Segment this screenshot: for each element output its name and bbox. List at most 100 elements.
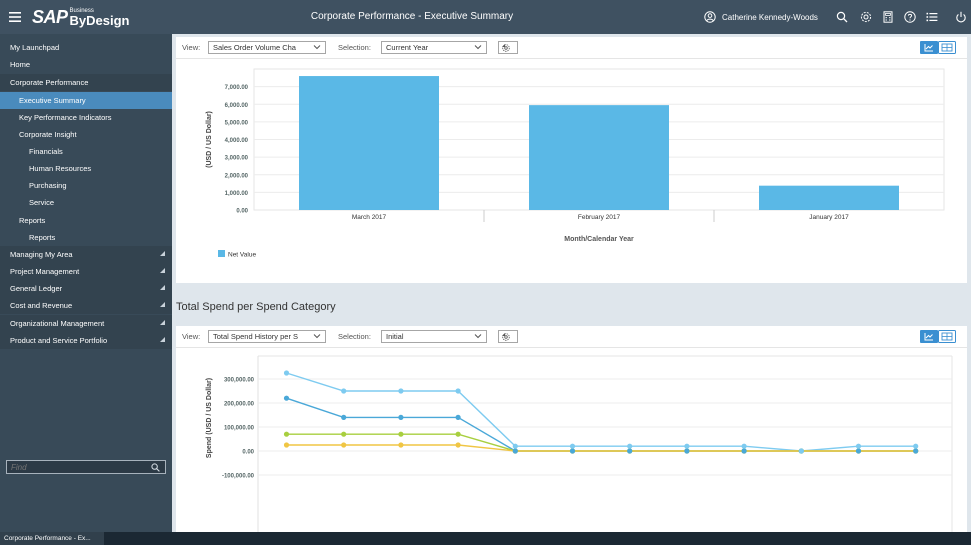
bar [529, 105, 669, 210]
table-view-toggle[interactable] [938, 41, 956, 54]
view-select[interactable]: Total Spend History per S [208, 330, 326, 343]
selection-select-value: Current Year [386, 43, 429, 52]
bar [299, 76, 439, 210]
data-point [913, 448, 919, 454]
data-point [398, 414, 404, 420]
y-tick-label: 200,000.00 [224, 402, 255, 408]
sidebar-item-label: Managing My Area [10, 250, 73, 259]
user-menu[interactable]: Catherine Kennedy-Woods [704, 0, 818, 34]
view-select[interactable]: Sales Order Volume Cha [208, 41, 326, 54]
selection-select[interactable]: Current Year [381, 41, 487, 54]
help-icon[interactable] [900, 0, 920, 34]
data-point [741, 443, 747, 449]
y-tick-label: 300,000.00 [224, 378, 255, 384]
bar-chart: 0.00 1,000.00 2,000.00 3,000.00 4,000.00 5,00… [206, 68, 945, 259]
taskbar: Corporate Performance - Ex... [0, 532, 971, 545]
data-point [455, 431, 461, 437]
menu-icon[interactable] [0, 0, 30, 34]
sidebar-item-managing-my-area[interactable]: Managing My Area [0, 246, 172, 263]
sidebar-item-label: Reports [19, 216, 46, 225]
settings-icon[interactable] [856, 0, 876, 34]
user-name: Catherine Kennedy-Woods [722, 12, 818, 22]
sidebar-item-label: Home [10, 60, 31, 69]
data-point [741, 448, 747, 454]
sidebar-item-key-performance-indicators[interactable]: Key Performance Indicators [0, 109, 172, 126]
selection-label: Selection: [338, 332, 371, 341]
dropdown-corner-icon [502, 44, 505, 47]
sidebar-item-financials[interactable]: Financials [0, 143, 172, 160]
y-tick-label: 0.00 [242, 450, 254, 456]
data-point [341, 388, 347, 394]
find-input[interactable] [7, 461, 147, 473]
sidebar-item-label: General Ledger [10, 284, 63, 293]
sidebar-item-reports[interactable]: Reports [0, 229, 172, 246]
sidebar-item-label: Project Management [10, 267, 80, 276]
sidebar-item-executive-summary[interactable]: Executive Summary [0, 92, 172, 109]
sidebar-item-human-resources[interactable]: Human Resources [0, 160, 172, 177]
view-label: View: [182, 332, 201, 341]
view-select-value: Total Spend History per S [213, 332, 299, 341]
sidebar-item-organizational-management[interactable]: Organizational Management [0, 315, 172, 332]
gear-icon [502, 44, 510, 52]
sidebar-item-label: Cost and Revenue [10, 301, 73, 310]
chevron-down-icon [474, 45, 482, 50]
expand-triangle-icon [160, 302, 165, 307]
sidebar-item-cost-and-revenue[interactable]: Cost and Revenue [0, 297, 172, 314]
chevron-down-icon [474, 334, 482, 339]
sidebar-item-service[interactable]: Service [0, 194, 172, 211]
expand-triangle-icon [160, 285, 165, 290]
chart-view-toggle[interactable] [920, 330, 938, 343]
sidebar-item-project-management[interactable]: Project Management [0, 263, 172, 280]
sidebar-item-corporate-insight[interactable]: Corporate Insight [0, 126, 172, 143]
x-axis-title: Month/Calendar Year [564, 236, 634, 243]
chart-settings-button[interactable] [498, 41, 518, 54]
power-icon[interactable] [951, 0, 971, 34]
y-tick-label: 2,000.00 [225, 173, 249, 179]
expand-triangle-icon [160, 320, 165, 325]
table-view-icon [938, 330, 956, 343]
table-view-toggle[interactable] [938, 330, 956, 343]
sidebar-item-label: Product and Service Portfolio [10, 336, 108, 345]
list-icon[interactable] [922, 0, 942, 34]
data-point [627, 448, 633, 454]
main-content: View: Sales Order Volume Cha Selection: … [172, 34, 971, 532]
sales-order-volume-panel: View: Sales Order Volume Cha Selection: … [176, 37, 967, 283]
sidebar-item-product-and-service-portfolio[interactable]: Product and Service Portfolio [0, 332, 172, 349]
sidebar-item-purchasing[interactable]: Purchasing [0, 177, 172, 194]
series-line [286, 372, 916, 452]
search-icon[interactable] [832, 0, 852, 34]
sidebar-item-home[interactable]: Home [0, 56, 172, 73]
sap-logo[interactable]: SAP Business ByDesign [32, 0, 129, 34]
y-axis-title: (USD / US Dollar) [206, 111, 213, 168]
sidebar-item-general-ledger[interactable]: General Ledger [0, 280, 172, 297]
data-point [341, 442, 347, 448]
y-tick-label: 1,000.00 [225, 191, 249, 197]
series-line [286, 444, 916, 452]
bar [759, 185, 899, 210]
taskbar-tab[interactable]: Corporate Performance - Ex... [0, 532, 104, 545]
data-point [283, 442, 290, 448]
data-point [569, 448, 576, 454]
expand-triangle-icon [160, 337, 165, 342]
sidebar-item-my-launchpad[interactable]: My Launchpad [0, 39, 172, 56]
sidebar-item-reports-group[interactable]: Reports [0, 212, 172, 229]
selection-select-value: Initial [386, 332, 404, 341]
chart-settings-button[interactable] [498, 330, 518, 343]
sidebar-item-label: Purchasing [29, 181, 67, 190]
logo-suffix: Business ByDesign [70, 8, 130, 27]
data-point [684, 448, 690, 454]
y-tick-label: 3,000.00 [225, 156, 249, 162]
y-tick-label: 7,000.00 [225, 85, 249, 91]
selection-select[interactable]: Initial [381, 330, 487, 343]
sidebar-item-corporate-performance[interactable]: Corporate Performance [0, 74, 172, 91]
chart-view-toggle[interactable] [920, 41, 938, 54]
data-point [455, 388, 461, 394]
search-icon[interactable] [151, 462, 160, 472]
logo-bydesign-text: ByDesign [69, 12, 130, 28]
legend-label: Net Value [228, 252, 256, 259]
sidebar-item-label: Corporate Insight [19, 130, 77, 139]
data-point [341, 431, 347, 437]
data-point [512, 443, 518, 449]
calculator-icon[interactable] [878, 0, 898, 34]
panel-toolbar: View: Total Spend History per S Selectio… [176, 326, 967, 348]
